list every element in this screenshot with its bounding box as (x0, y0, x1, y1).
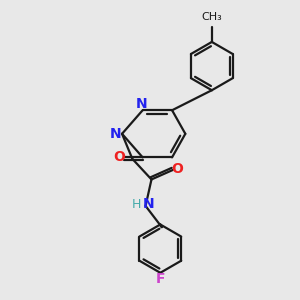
Text: O: O (114, 150, 126, 164)
Text: N: N (110, 127, 122, 141)
Text: N: N (136, 97, 148, 111)
Text: F: F (156, 272, 165, 286)
Text: N: N (143, 197, 154, 212)
Text: CH₃: CH₃ (202, 12, 222, 22)
Text: H: H (132, 198, 141, 211)
Text: O: O (171, 162, 183, 176)
